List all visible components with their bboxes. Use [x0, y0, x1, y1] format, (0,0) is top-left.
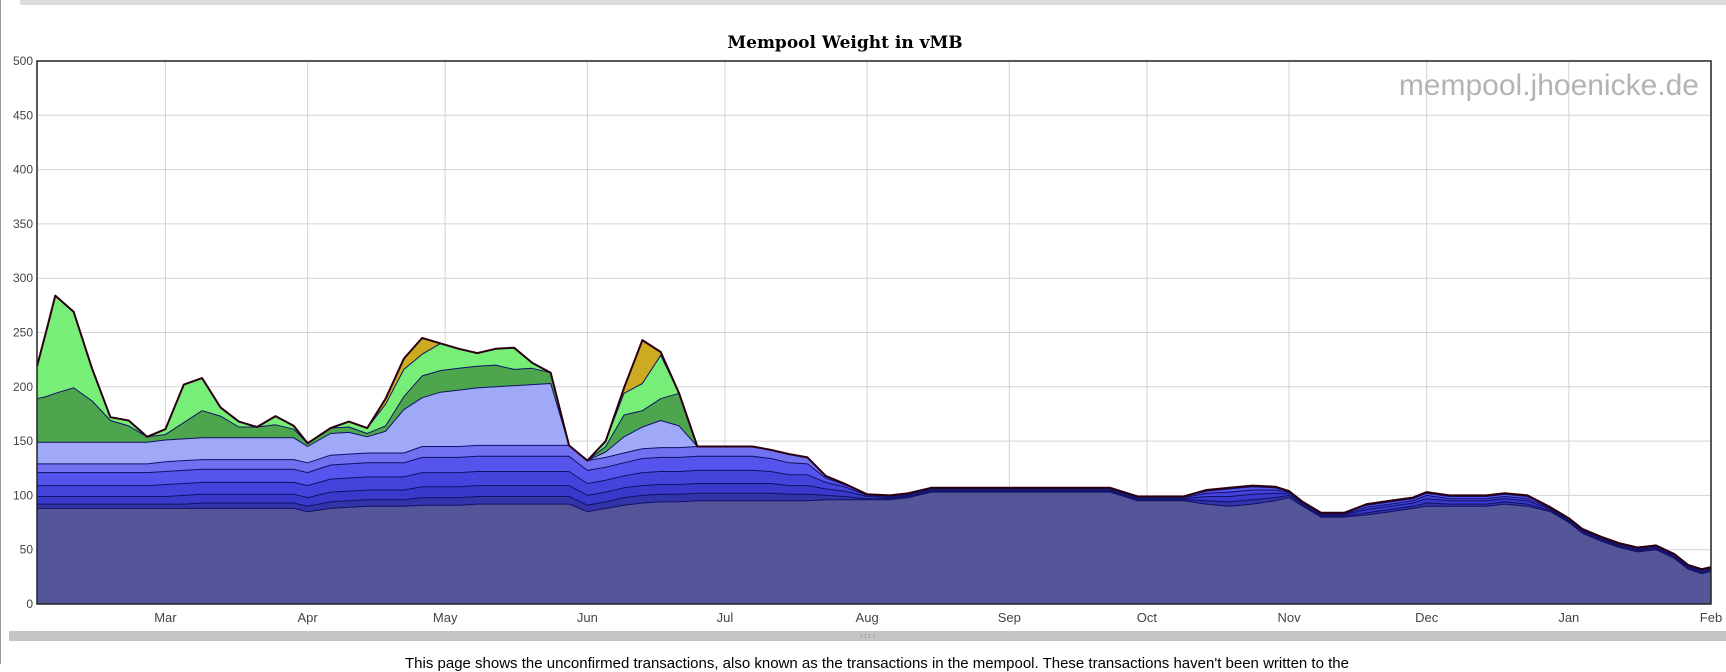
x-tick-label: Mar [154, 610, 177, 625]
x-tick-label: Sep [998, 610, 1021, 625]
y-axis-ticks: 0 50 100 150 200 250 300 350 400 450 500 [13, 54, 33, 611]
series-line-4 [37, 455, 1712, 570]
series-area-0 [37, 492, 1711, 604]
y-tick-label: 200 [13, 380, 33, 394]
x-tick-label: Aug [856, 610, 879, 625]
chart-watermark: mempool.jhoenicke.de [1399, 69, 1699, 102]
series-line-1 [37, 490, 1712, 573]
y-tick-label: 300 [13, 271, 33, 285]
y-tick-label: 250 [13, 326, 33, 340]
series-area-8 [37, 295, 1711, 570]
y-tick-label: 150 [13, 434, 33, 448]
y-tick-label: 400 [13, 163, 33, 177]
top-scrollbar[interactable] [20, 0, 1726, 5]
series-line-0 [37, 491, 1712, 575]
x-tick-label: Dec [1415, 610, 1439, 625]
x-tick-label: Oct [1137, 610, 1158, 625]
y-tick-label: 0 [26, 597, 33, 611]
series-area-6 [37, 383, 1711, 570]
series-line-9 [36, 294, 1712, 571]
y-tick-label: 100 [13, 488, 33, 502]
grip-icon: :::: [859, 632, 876, 640]
x-tick-label: Apr [297, 610, 318, 625]
x-tick-label: Jun [577, 610, 598, 625]
chart-title: Mempool Weight in vMB [727, 33, 963, 53]
x-axis-ticks: Mar Apr May Jun Jul Aug Sep Oct Nov Dec Jan Feb [154, 610, 1722, 625]
chart-resize-handle[interactable]: :::: [9, 631, 1726, 641]
page-left-rule [0, 0, 1, 664]
series-line-2 [37, 483, 1712, 572]
stacked-areas [37, 295, 1711, 604]
series-line-3 [37, 469, 1712, 571]
y-tick-label: 350 [13, 217, 33, 231]
y-tick-label: 50 [20, 543, 34, 557]
y-tick-label: 500 [13, 54, 33, 68]
y-tick-label: 450 [13, 108, 33, 122]
x-tick-label: Jul [717, 610, 734, 625]
x-tick-label: Feb [1700, 610, 1722, 625]
x-tick-label: May [433, 610, 458, 625]
x-tick-label: Jan [1558, 610, 1579, 625]
x-tick-label: Nov [1277, 610, 1301, 625]
series-lines [36, 294, 1712, 575]
plot-frame [36, 60, 1712, 605]
